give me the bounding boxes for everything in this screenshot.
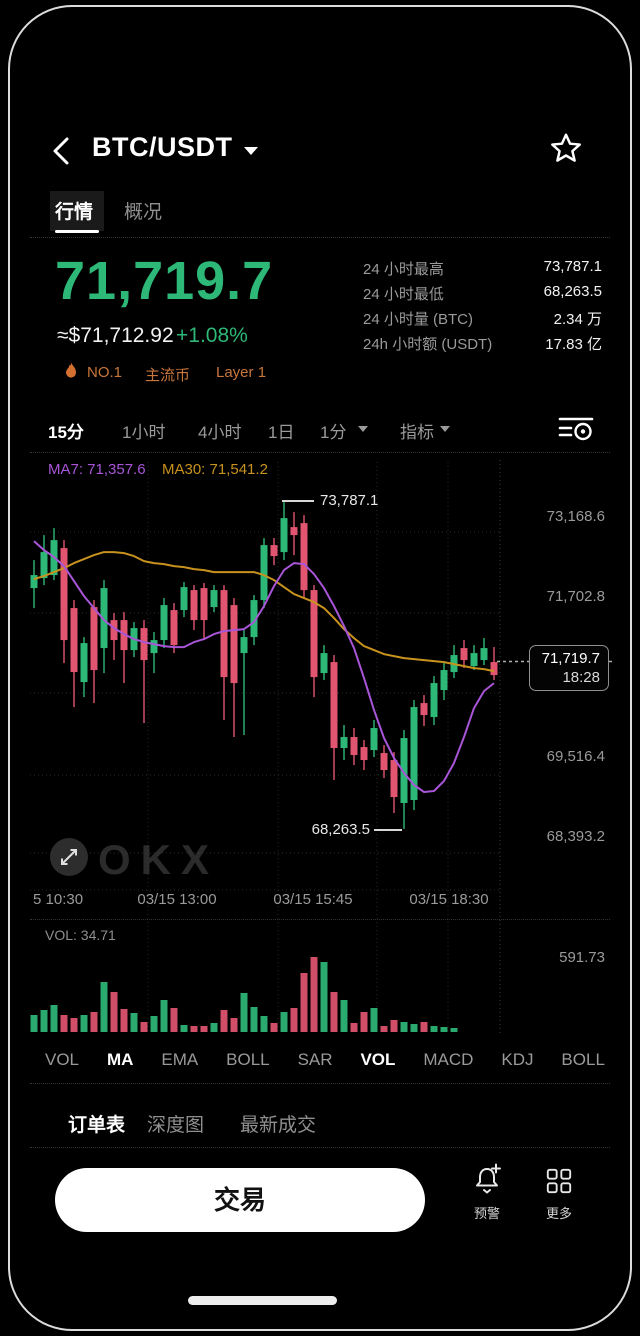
stat-value: 2.34 万 [553, 311, 602, 328]
alert-bell-icon[interactable] [470, 1162, 504, 1198]
y-axis-label: 71,702.8 [546, 588, 605, 605]
chart-settings-icon[interactable] [556, 414, 596, 444]
indicator-dropdown[interactable]: 指标 [400, 423, 434, 442]
indicator-tab-boll-8[interactable]: BOLL [561, 1050, 605, 1069]
x-axis-label: 03/15 15:45 [273, 891, 353, 908]
stat-label: 24h 小时额 (USDT) [363, 336, 493, 353]
badge-layer1[interactable]: Layer 1 [216, 364, 267, 381]
indicator-tab-sar-4[interactable]: SAR [297, 1050, 333, 1069]
more-grid-icon[interactable] [545, 1166, 573, 1196]
y-axis-label: 73,168.6 [546, 508, 605, 525]
home-indicator[interactable] [188, 1296, 337, 1305]
okx-watermark: OKX [98, 836, 220, 883]
stat-value: 68,263.5 [543, 283, 602, 300]
page-title[interactable]: BTC/USDT [92, 132, 233, 162]
high-annotation-dash [282, 500, 314, 502]
candlestick-chart[interactable] [0, 458, 640, 1038]
stat-label: 24 小时量 (BTC) [363, 311, 474, 328]
tab-depth-chart[interactable]: 深度图 [147, 1115, 205, 1136]
timeframe-4h[interactable]: 4小时 [198, 423, 242, 442]
last-price: 71,719.7 [55, 251, 274, 311]
back-icon[interactable] [52, 136, 70, 166]
more-label[interactable]: 更多 [545, 1206, 572, 1221]
price-change-percent: +1.08% [176, 324, 248, 347]
tab-overview[interactable]: 概况 [124, 202, 163, 223]
indicator-tab-row: VOL MA EMA BOLL SAR VOL MACD KDJ BOLL [45, 1043, 605, 1077]
badge-rank[interactable]: NO.1 [87, 364, 123, 381]
fiat-price: ≈$71,712.92 [57, 324, 174, 347]
expand-chart-icon[interactable] [50, 838, 88, 876]
tab-quote-underline [55, 230, 99, 233]
trade-button[interactable]: 交易 [55, 1168, 425, 1232]
y-axis-label: 69,516.4 [546, 748, 605, 765]
current-price-tag[interactable]: 71,719.7 18:28 [529, 645, 609, 691]
interval-dropdown[interactable]: 1分 [320, 423, 347, 442]
separator [30, 452, 610, 453]
stat-label: 24 小时最高 [363, 261, 444, 278]
tab-quote-highlight [50, 191, 104, 231]
tag-price: 71,719.7 [541, 650, 600, 667]
indicator-tab-vol-0[interactable]: VOL [45, 1050, 80, 1069]
indicator-tab-boll-3[interactable]: BOLL [226, 1050, 270, 1069]
indicator-tab-macd-6[interactable]: MACD [423, 1050, 474, 1069]
indicator-tab-ma-1[interactable]: MA [106, 1050, 134, 1069]
tag-time: 18:28 [562, 669, 600, 686]
badge-mainstream[interactable]: 主流币 [145, 367, 191, 384]
alert-label[interactable]: 预警 [473, 1206, 500, 1221]
tab-latest-trades[interactable]: 最新成交 [240, 1115, 317, 1136]
y-axis-label: 68,393.2 [546, 828, 605, 845]
indicator-tab-kdj-7[interactable]: KDJ [501, 1050, 534, 1069]
separator [30, 1083, 610, 1084]
indicator-caret-icon [440, 426, 450, 432]
stat-value: 17.83 亿 [545, 336, 602, 353]
timeframe-1d[interactable]: 1日 [268, 423, 295, 442]
ma7-label: MA7: 71,357.6 [48, 461, 146, 478]
flame-icon [66, 362, 77, 378]
tab-order-book[interactable]: 订单表 [68, 1115, 126, 1136]
pair-dropdown-caret-icon[interactable] [244, 147, 258, 155]
timeframe-15m[interactable]: 15分 [48, 423, 84, 442]
volume-axis-label: 591.73 [559, 949, 605, 966]
stat-value: 73,787.1 [543, 258, 602, 275]
indicator-tab-vol-5[interactable]: VOL [360, 1050, 396, 1069]
indicator-tab-ema-2[interactable]: EMA [161, 1050, 199, 1069]
timeframe-1h[interactable]: 1小时 [122, 423, 166, 442]
x-axis-label: 5 10:30 [33, 891, 84, 908]
ma30-label: MA30: 71,541.2 [162, 461, 268, 478]
volume-label: VOL: 34.71 [45, 927, 116, 943]
tab-quote[interactable]: 行情 [55, 202, 94, 223]
high-annotation: 73,787.1 [320, 492, 379, 509]
favorite-star-icon[interactable] [548, 131, 584, 166]
low-annotation: 68,263.5 [311, 821, 370, 838]
stat-label: 24 小时最低 [363, 286, 444, 303]
x-axis-label: 03/15 13:00 [137, 891, 217, 908]
interval-caret-icon [358, 426, 368, 432]
separator [30, 919, 610, 920]
low-annotation-dash [374, 829, 402, 831]
separator [30, 1147, 610, 1148]
x-axis-label: 03/15 18:30 [409, 891, 489, 908]
separator [30, 237, 610, 238]
